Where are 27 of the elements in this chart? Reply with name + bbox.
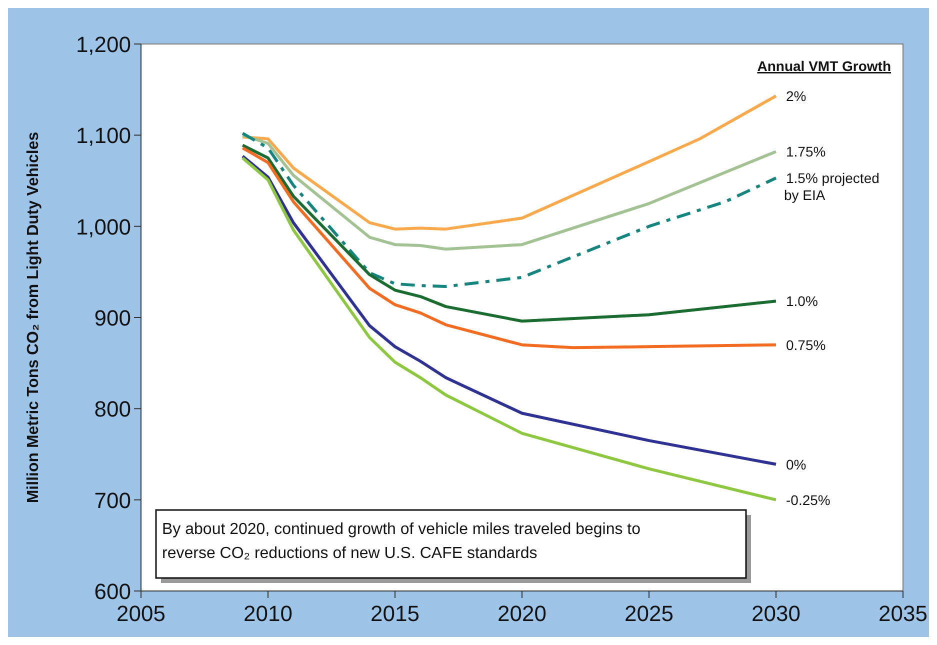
legend-title: Annual VMT Growth — [757, 58, 891, 74]
x-tick-label: 2015 — [370, 601, 420, 626]
series-label: 1.0% — [786, 293, 818, 310]
x-tick-label: 2035 — [878, 601, 928, 626]
x-tick-label: 2030 — [752, 601, 800, 626]
x-tick-label: 2020 — [498, 601, 546, 626]
x-tick-label: 2005 — [116, 601, 166, 626]
series-label: 0.75% — [786, 336, 826, 353]
annotation: By about 2020, continued growth of vehicle miles traveled begins to reverse CO₂ reductions of new U.S. CAFE standards — [162, 521, 641, 562]
series-label: 1.75% — [786, 144, 826, 160]
y-tick-label: 900 — [94, 306, 131, 330]
x-tick-label: 2010 — [244, 601, 292, 626]
y-tick-label: 800 — [94, 396, 131, 422]
y-tick-label: 1,000 — [76, 214, 131, 240]
line-series — [241, 134, 778, 251]
line-series — [241, 132, 778, 288]
line-series — [241, 94, 778, 231]
y-tick-label: 700 — [94, 488, 131, 513]
series-label: 1.5% projected by EIA — [784, 170, 880, 204]
y-tick-label: 1,200 — [76, 32, 131, 57]
series-label: 0% — [786, 456, 806, 472]
series-label: -0.25% — [786, 492, 830, 508]
x-tick-label: 2025 — [624, 601, 674, 626]
y-axis-title: Million Metric Tons CO₂ from Light Duty Vehicles — [25, 132, 42, 504]
y-tick-label: 600 — [94, 579, 131, 604]
y-tick-label: 1,100 — [76, 123, 131, 148]
series-label: 2% — [786, 88, 806, 104]
